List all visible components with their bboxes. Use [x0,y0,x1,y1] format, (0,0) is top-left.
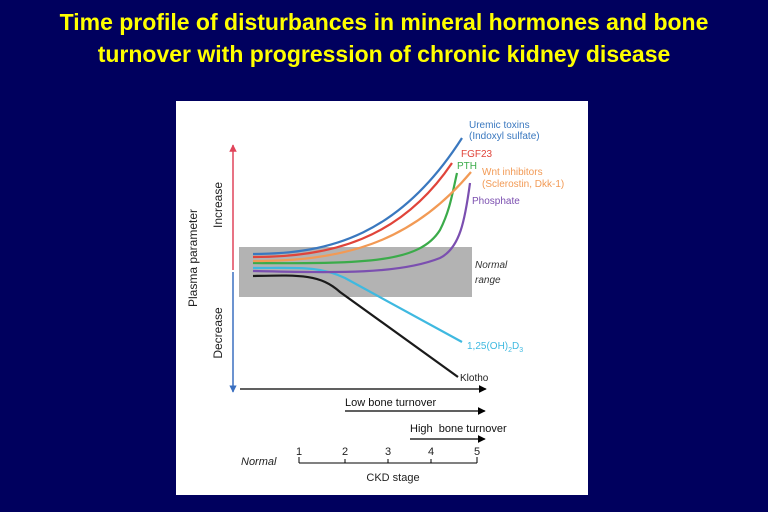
vitamin-d-label: 1,25(OH)2D3 [467,341,523,354]
scale-normal-label: Normal [241,456,277,468]
low-turnover-label: Low bone turnover [345,397,436,409]
curve-fgf23 [252,162,453,259]
normal-range-label-1: Normal [475,260,508,271]
title-line-2: turnover with progression of chronic kid… [97,41,671,67]
stage-4: 4 [428,446,434,458]
increase-label: Increase [211,182,225,228]
curve-wnt [252,171,472,263]
uremic-label-1: Uremic toxins [469,120,530,131]
high-turnover-label: High bone turnover [410,423,507,435]
y-axis-label: Plasma parameter [186,209,200,307]
curve-pth [252,172,459,265]
stage-1: 1 [296,446,302,458]
normal-range-label-2: range [475,275,501,286]
stage-3: 3 [385,446,391,458]
stage-2: 2 [342,446,348,458]
curve-phosphate [252,182,472,274]
stage-5: 5 [474,446,480,458]
fgf23-label: FGF23 [461,149,493,160]
curve-vitamin-d [252,266,463,343]
curve-klotho [252,274,459,378]
phosphate-label: Phosphate [472,196,520,207]
wnt-label-2: (Sclerostin, Dkk-1) [482,179,564,190]
curve-uremic-toxins [252,137,463,256]
decrease-label: Decrease [211,307,225,359]
uremic-label-2: (Indoxyl sulfate) [469,131,540,142]
wnt-label-1: Wnt inhibitors [482,167,543,178]
x-axis-label: CKD stage [366,472,419,484]
klotho-label: Klotho [460,373,489,384]
slide-title: Time profile of disturbances in mineral … [0,6,768,70]
pth-label: PTH [457,161,477,172]
ckd-stage-scale [298,457,478,464]
title-line-1: Time profile of disturbances in mineral … [59,9,709,35]
